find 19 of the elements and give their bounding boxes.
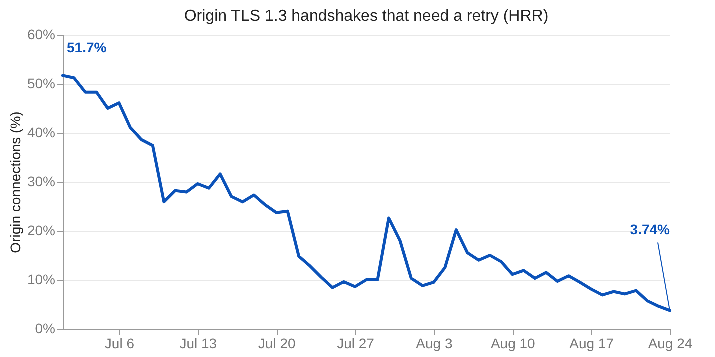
data-label: 3.74% [630, 222, 671, 238]
x-tick-label: Aug 24 [648, 336, 693, 352]
y-tick-label: 60% [27, 26, 56, 42]
x-tick-label: Jul 27 [337, 336, 375, 352]
y-tick-label: 50% [27, 76, 56, 92]
x-tick-label: Aug 3 [416, 336, 453, 352]
x-tick-label: Jul 6 [104, 336, 135, 352]
y-tick-label: 10% [27, 272, 56, 288]
y-tick-label: 0% [35, 320, 56, 336]
y-tick-label: 40% [27, 124, 56, 140]
y-axis-title: Origin connections (%) [7, 112, 24, 254]
y-tick-label: 30% [27, 174, 56, 190]
chart-title: Origin TLS 1.3 handshakes that need a retry (HRR) [184, 8, 549, 25]
data-label: 51.7% [67, 40, 108, 56]
x-tick-label: Aug 10 [490, 336, 536, 352]
y-tick-label: 20% [27, 222, 56, 238]
x-tick-label: Jul 20 [258, 336, 296, 352]
x-tick-label: Aug 17 [570, 336, 614, 352]
x-tick-label: Jul 13 [180, 336, 218, 352]
